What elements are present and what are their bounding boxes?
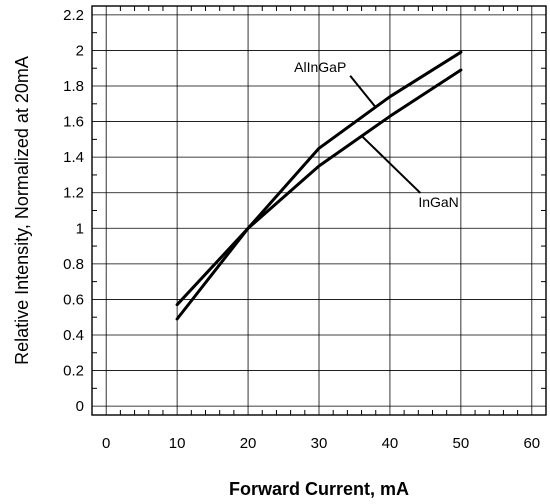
y-tick-label: 0.6 (63, 291, 84, 308)
x-tick-label: 40 (382, 435, 399, 452)
x-tick-label: 10 (169, 435, 186, 452)
x-axis-title: Forward Current, mA (229, 479, 409, 499)
y-tick-label: 0.2 (63, 363, 84, 380)
annotation-label: InGaN (418, 194, 458, 210)
gridlines (92, 6, 546, 415)
x-tick-label: 0 (102, 435, 110, 452)
y-tick-label: 0.8 (63, 256, 84, 273)
data-series (175, 50, 463, 321)
y-tick-label: 1.4 (63, 149, 84, 166)
tick-labels: 0 10 20 30 40 50 60 0 0.2 0.4 0.6 0.8 1 1.2 1.4 1.6 1.8 2… (63, 7, 540, 452)
x-tick-label: 20 (240, 435, 257, 452)
y-tick-label: 1.8 (63, 78, 84, 95)
y-tick-label: 2.2 (63, 7, 84, 24)
y-tick-label: 1.6 (63, 114, 84, 131)
series-line-ingan (175, 68, 463, 307)
y-tick-label: 0.4 (63, 327, 84, 344)
y-tick-label: 0 (76, 398, 84, 415)
annotation-pointer (360, 135, 422, 194)
plot-frame (91, 5, 547, 416)
annotation-pointer (349, 75, 377, 108)
annotations: AlInGaP InGaN (294, 59, 459, 210)
series-line-alingap (175, 50, 463, 321)
y-axis-title: Relative Intensity, Normalized at 20mA (12, 56, 32, 365)
x-tick-label: 50 (453, 435, 470, 452)
x-tick-label: 30 (311, 435, 328, 452)
minor-ticks (92, 6, 546, 415)
y-tick-label: 1 (76, 220, 84, 237)
y-tick-label: 2 (76, 42, 84, 59)
y-tick-label: 1.2 (63, 185, 84, 202)
x-tick-label: 60 (523, 435, 540, 452)
annotation-label: AlInGaP (294, 59, 346, 75)
